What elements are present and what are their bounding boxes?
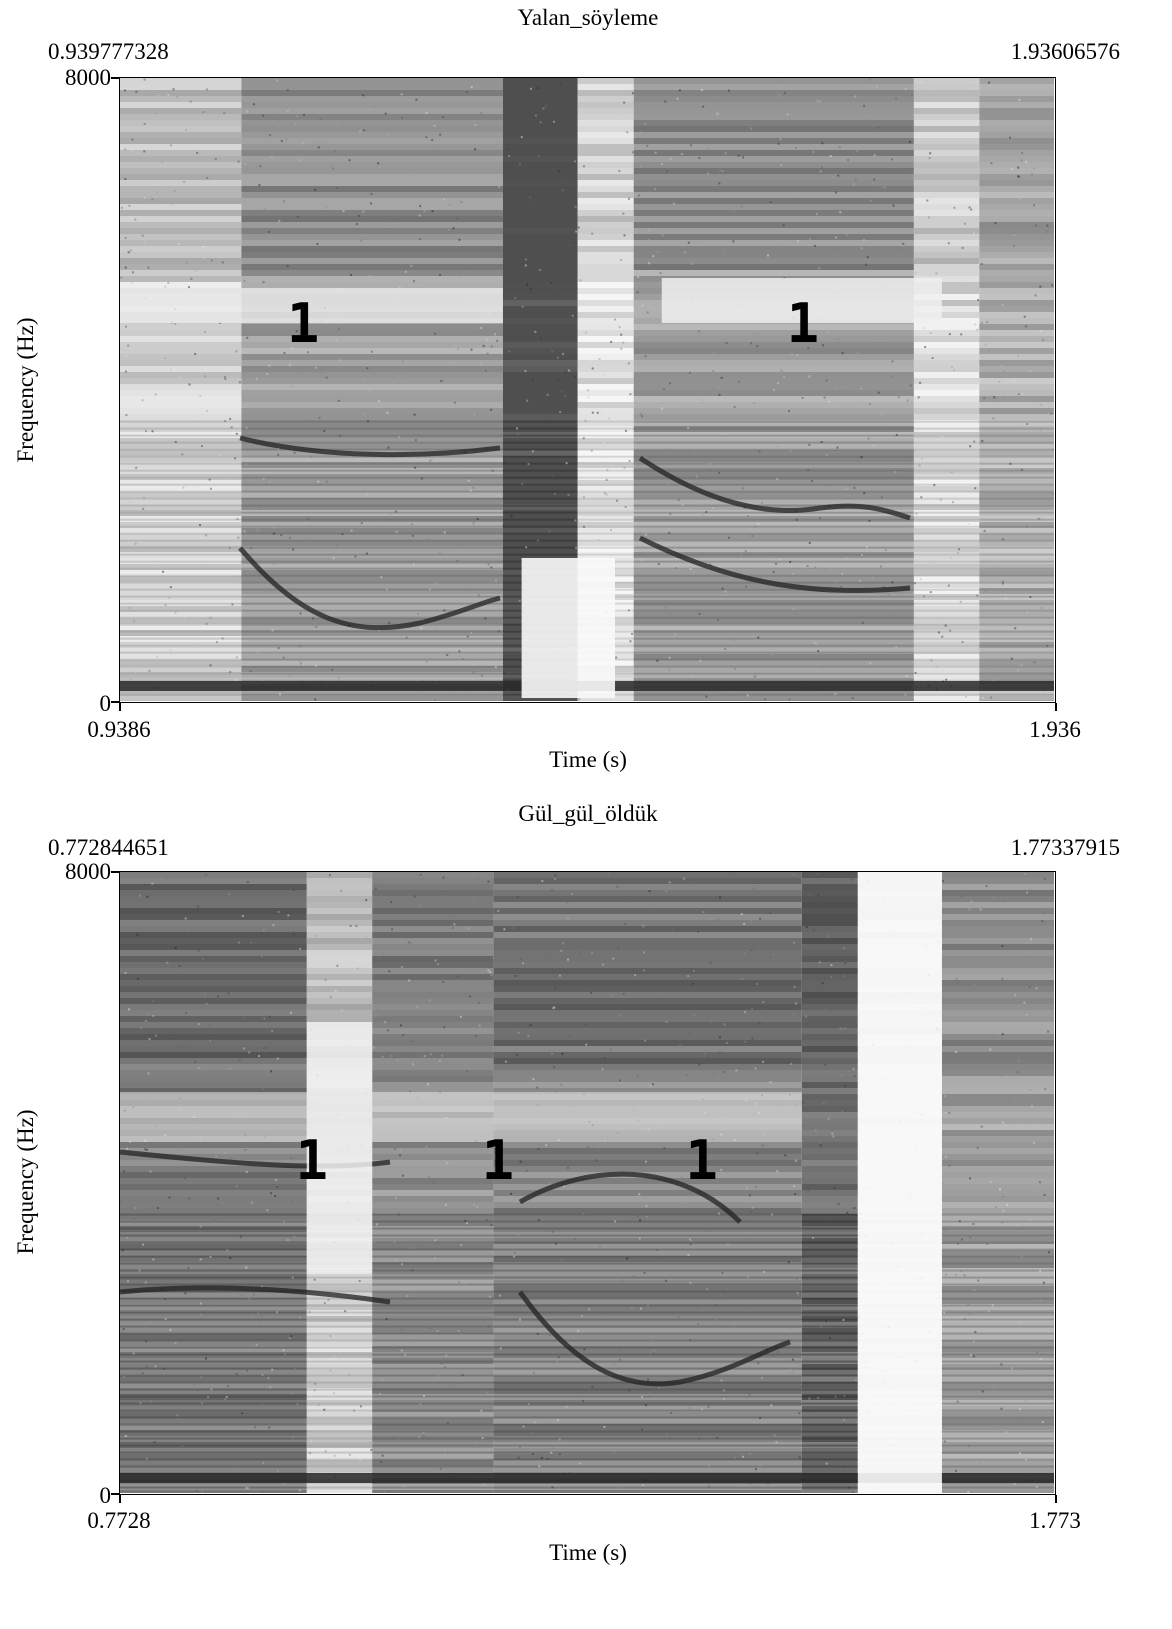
figure-title: Gül_gül_öldük	[518, 801, 658, 826]
x-tick-mark-left	[119, 1495, 121, 1503]
annotation-mark: 1	[685, 1129, 718, 1193]
corner-time-right: 1.93606576	[1010, 39, 1120, 64]
y-tick-bottom: 0	[99, 691, 112, 716]
x-tick-mark-left	[119, 703, 121, 711]
annotation-mark: 1	[481, 1129, 515, 1193]
x-tick-left: 0.7728	[87, 1508, 151, 1533]
x-axis-label: Time (s)	[549, 747, 627, 772]
x-axis-label: Time (s)	[549, 1540, 627, 1565]
spectrogram-plot: 1 1 1	[119, 871, 1056, 1495]
corner-time-left: 0.772844651	[48, 835, 169, 860]
annotation-mark: 1	[295, 1129, 329, 1193]
x-tick-right: 1.936	[1029, 717, 1081, 742]
spectrogram-image	[120, 872, 1054, 1493]
y-tick-top: 8000	[65, 859, 111, 884]
x-tick-mark-right	[1055, 703, 1057, 711]
y-tick-top: 8000	[65, 65, 111, 90]
x-tick-mark-right	[1055, 1495, 1057, 1503]
corner-time-right: 1.77337915	[1010, 835, 1120, 860]
annotation-mark: 1	[286, 291, 320, 355]
spectrogram-image	[120, 78, 1054, 701]
corner-time-left: 0.939777328	[48, 39, 169, 64]
y-tick-mark-top	[111, 871, 119, 873]
annotation-mark: 1	[786, 291, 820, 355]
figure-title: Yalan_söyleme	[517, 5, 659, 30]
y-tick-mark-bottom	[111, 1493, 119, 1495]
y-tick-bottom: 0	[99, 1483, 112, 1508]
y-axis-label: Frequency (Hz)	[13, 317, 38, 463]
x-tick-right: 1.773	[1029, 1508, 1081, 1533]
y-axis-label: Frequency (Hz)	[13, 1109, 38, 1255]
x-tick-left: 0.9386	[87, 717, 151, 742]
y-tick-mark-bottom	[111, 701, 119, 703]
y-tick-mark-top	[111, 77, 119, 79]
